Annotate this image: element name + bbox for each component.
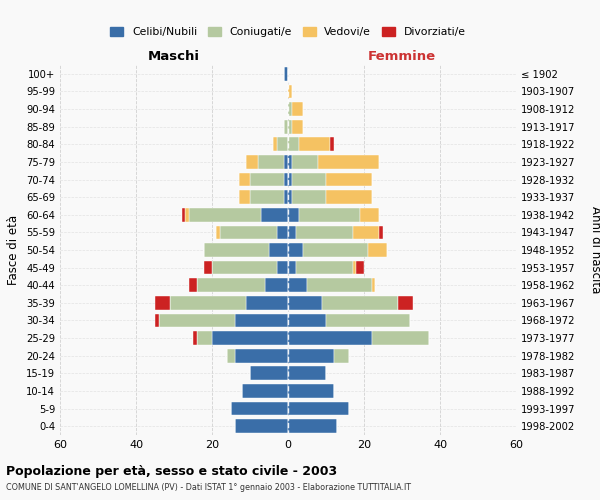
Bar	[269, 243, 288, 257]
Bar	[288, 366, 326, 380]
Bar	[277, 138, 288, 151]
Bar	[371, 331, 428, 345]
Bar	[288, 190, 292, 204]
Legend: Celibi/Nubili, Coniugati/e, Vedovi/e, Divorziati/e: Celibi/Nubili, Coniugati/e, Vedovi/e, Di…	[106, 22, 470, 41]
Text: Femmine: Femmine	[368, 50, 436, 63]
Bar	[398, 296, 413, 310]
Bar	[296, 260, 353, 274]
Bar	[288, 420, 337, 433]
Bar	[250, 172, 284, 186]
Bar	[242, 384, 288, 398]
Bar	[292, 172, 326, 186]
Bar	[155, 314, 159, 328]
Bar	[288, 226, 296, 239]
Bar	[284, 190, 288, 204]
Bar	[292, 120, 303, 134]
Bar	[235, 420, 288, 433]
Bar	[265, 278, 288, 292]
Bar	[319, 155, 379, 169]
Bar	[246, 296, 288, 310]
Bar	[326, 190, 371, 204]
Bar	[216, 226, 220, 239]
Bar	[262, 208, 288, 222]
Bar	[170, 296, 246, 310]
Bar	[353, 226, 379, 239]
Bar	[220, 226, 277, 239]
Bar	[379, 226, 383, 239]
Bar	[250, 366, 288, 380]
Y-axis label: Anni di nascita: Anni di nascita	[589, 206, 600, 294]
Bar	[197, 331, 212, 345]
Bar	[284, 172, 288, 186]
Bar	[334, 349, 349, 362]
Bar	[205, 243, 269, 257]
Bar	[288, 208, 299, 222]
Bar	[193, 331, 197, 345]
Bar	[326, 172, 371, 186]
Bar	[284, 155, 288, 169]
Bar	[288, 278, 307, 292]
Bar	[250, 190, 284, 204]
Bar	[296, 226, 353, 239]
Bar	[284, 120, 288, 134]
Bar	[288, 384, 334, 398]
Bar	[257, 155, 284, 169]
Bar	[273, 138, 277, 151]
Bar	[303, 243, 368, 257]
Y-axis label: Fasce di età: Fasce di età	[7, 215, 20, 285]
Bar	[288, 331, 371, 345]
Bar	[288, 296, 322, 310]
Bar	[371, 278, 376, 292]
Bar	[326, 314, 410, 328]
Bar	[197, 278, 265, 292]
Bar	[185, 208, 189, 222]
Bar	[322, 296, 398, 310]
Bar	[246, 155, 257, 169]
Bar	[288, 120, 292, 134]
Bar	[292, 155, 319, 169]
Bar	[292, 190, 326, 204]
Bar	[239, 172, 250, 186]
Bar	[212, 260, 277, 274]
Text: COMUNE DI SANT'ANGELO LOMELLINA (PV) - Dati ISTAT 1° gennaio 2003 - Elaborazione: COMUNE DI SANT'ANGELO LOMELLINA (PV) - D…	[6, 482, 411, 492]
Bar	[288, 102, 292, 116]
Bar	[239, 190, 250, 204]
Bar	[288, 138, 299, 151]
Bar	[277, 260, 288, 274]
Bar	[299, 208, 360, 222]
Bar	[205, 260, 212, 274]
Bar	[235, 349, 288, 362]
Bar	[235, 314, 288, 328]
Bar	[292, 102, 303, 116]
Bar	[360, 208, 379, 222]
Bar	[288, 260, 296, 274]
Bar	[288, 84, 292, 98]
Bar	[155, 296, 170, 310]
Bar	[353, 260, 356, 274]
Bar	[307, 278, 371, 292]
Bar	[231, 402, 288, 415]
Bar	[277, 226, 288, 239]
Bar	[212, 331, 288, 345]
Bar	[288, 243, 303, 257]
Bar	[288, 314, 326, 328]
Bar	[356, 260, 364, 274]
Bar	[288, 402, 349, 415]
Text: Popolazione per età, sesso e stato civile - 2003: Popolazione per età, sesso e stato civil…	[6, 465, 337, 478]
Text: Maschi: Maschi	[148, 50, 200, 63]
Bar	[368, 243, 387, 257]
Bar	[182, 208, 185, 222]
Bar	[227, 349, 235, 362]
Bar	[189, 278, 197, 292]
Bar	[284, 67, 288, 80]
Bar	[189, 208, 262, 222]
Bar	[288, 349, 334, 362]
Bar	[159, 314, 235, 328]
Bar	[288, 155, 292, 169]
Bar	[299, 138, 330, 151]
Bar	[288, 172, 292, 186]
Bar	[330, 138, 334, 151]
